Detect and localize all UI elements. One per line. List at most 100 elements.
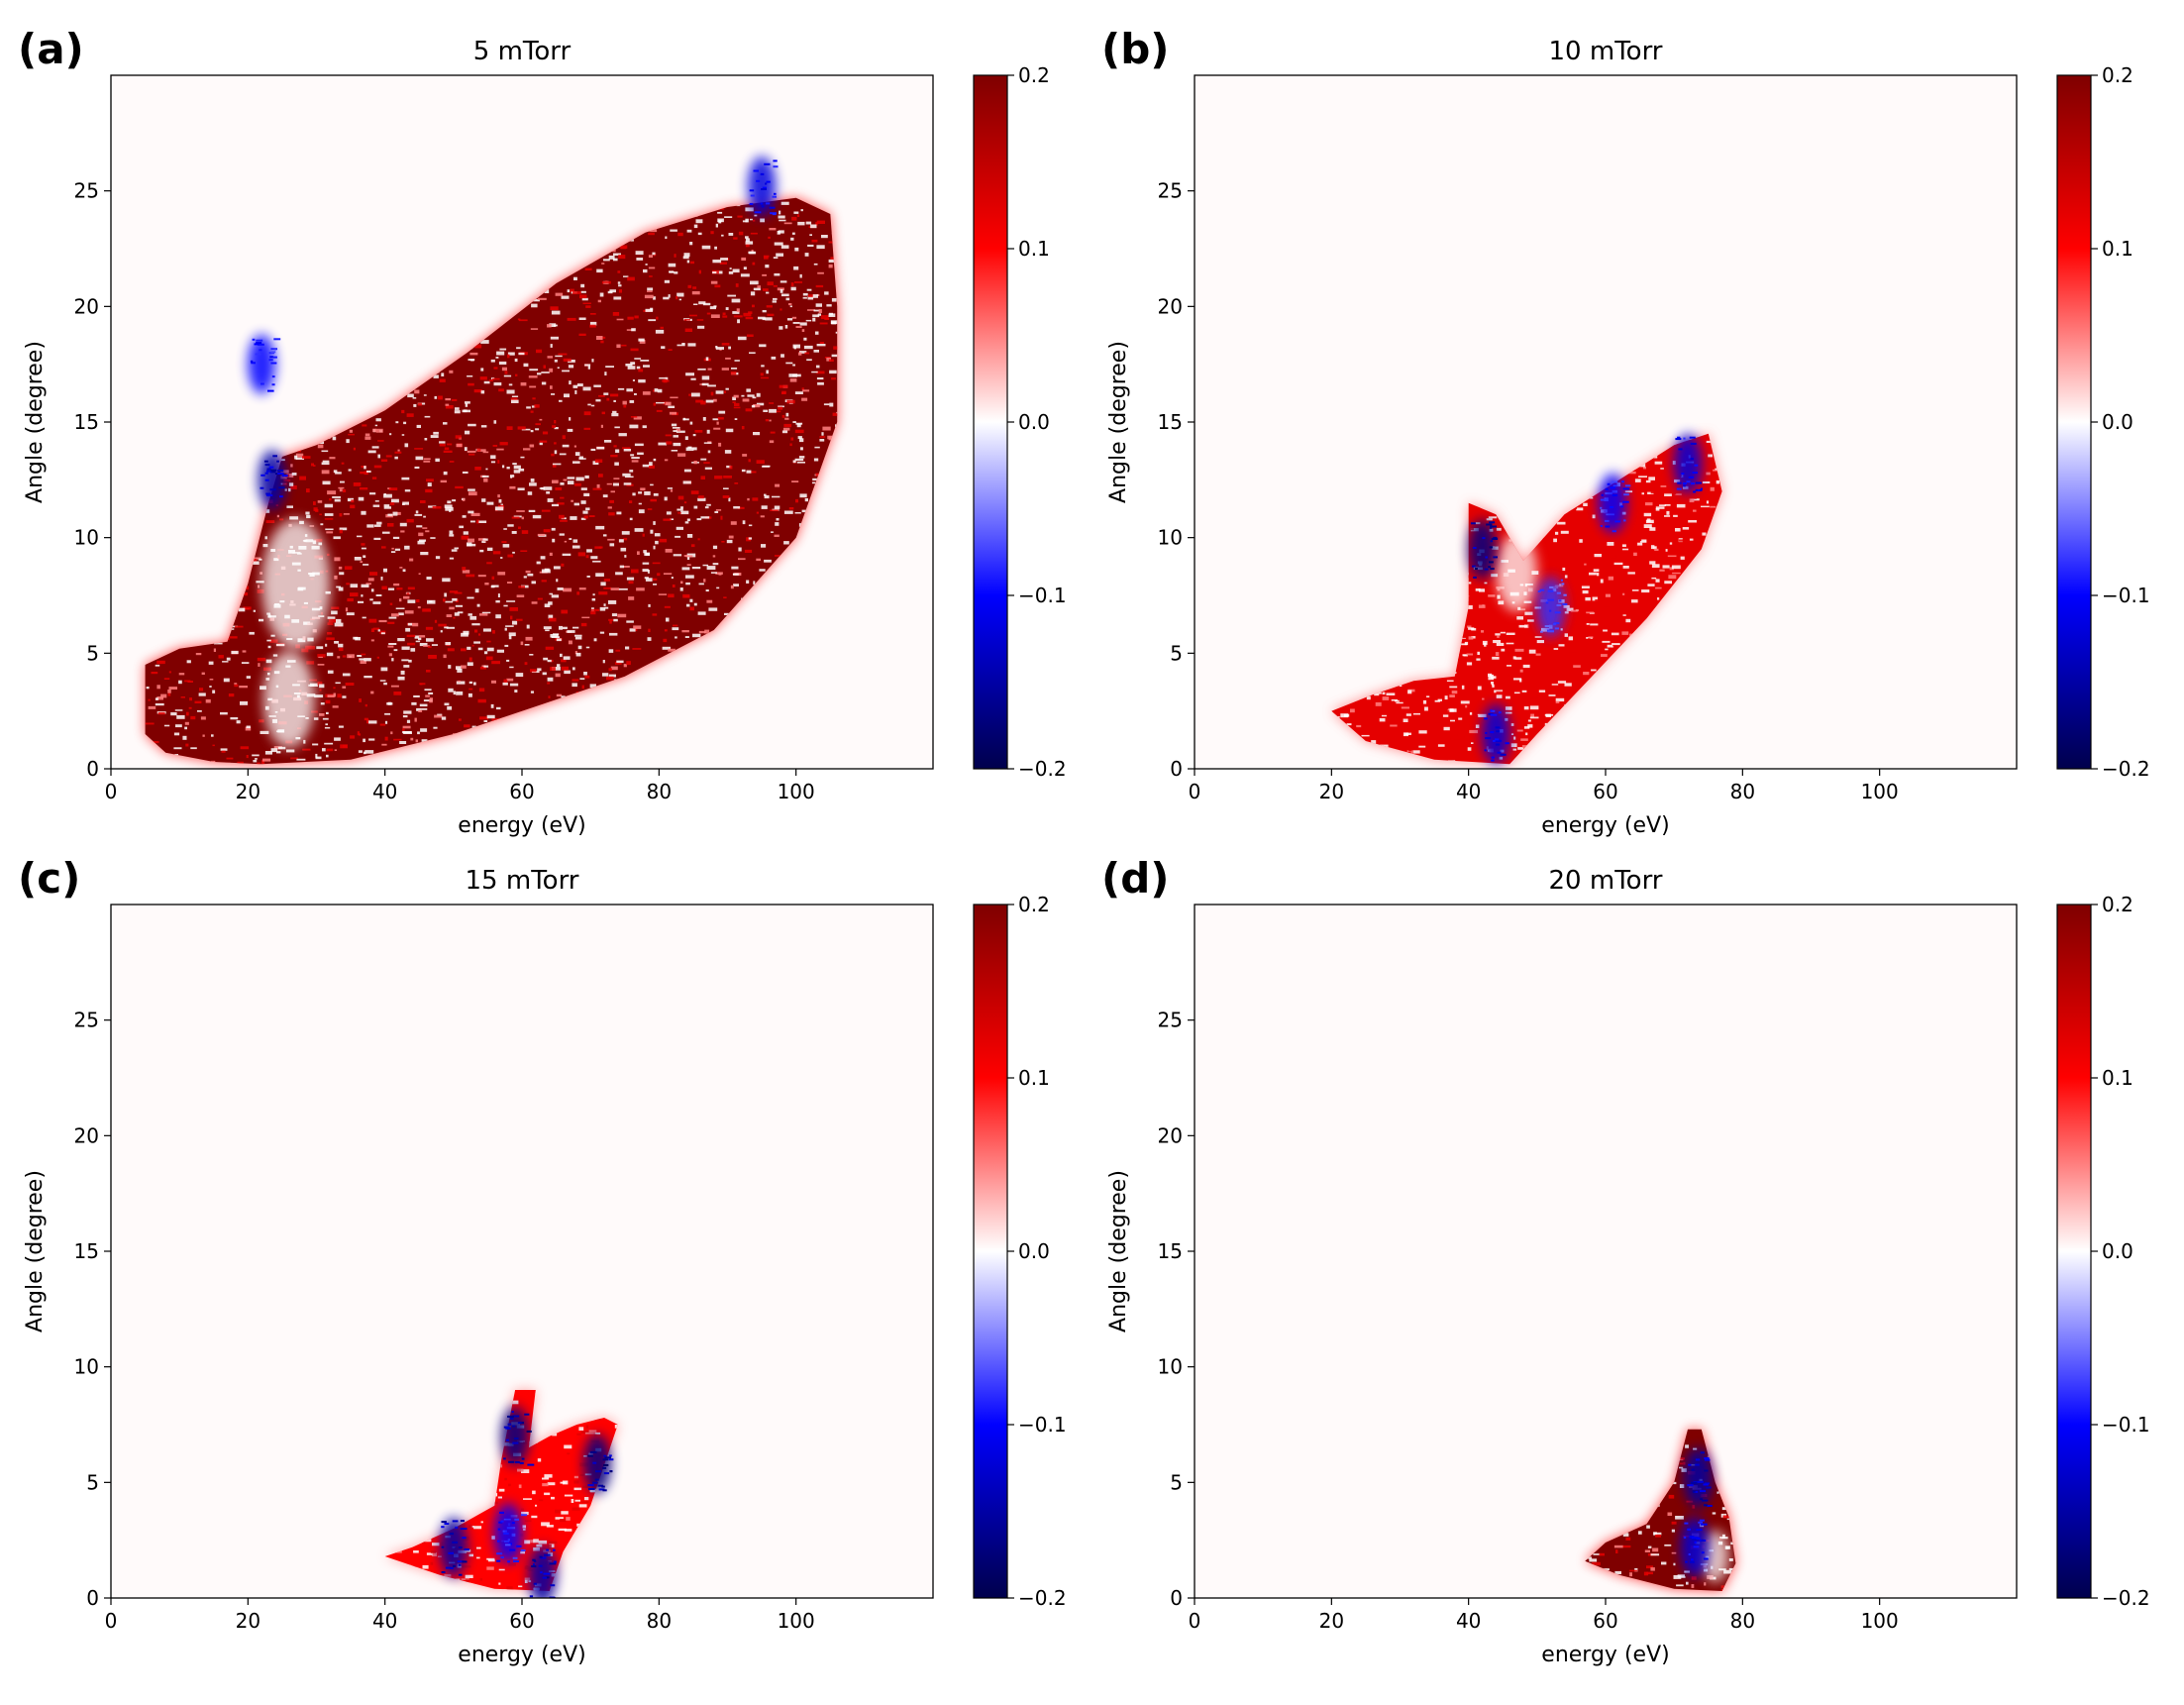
plot-area (1195, 75, 2017, 769)
texture-speck (1513, 692, 1520, 694)
texture-speck (813, 458, 819, 462)
texture-speck (537, 533, 546, 536)
texture-speck (628, 596, 635, 600)
texture-speck (669, 411, 677, 415)
texture-speck (1478, 701, 1482, 704)
blue-speck (268, 359, 273, 362)
texture-speck (555, 487, 563, 490)
texture-speck (801, 397, 808, 401)
texture-speck (728, 497, 731, 502)
texture-speck (1513, 736, 1516, 740)
texture-speck (660, 326, 664, 329)
texture-speck (499, 348, 507, 351)
texture-speck (1479, 600, 1488, 603)
texture-speck (765, 317, 773, 321)
blue-speck (753, 169, 759, 172)
y-tick-label: 5 (1170, 641, 1183, 665)
texture-speck (1585, 596, 1591, 601)
texture-speck (409, 558, 414, 562)
texture-speck (363, 564, 369, 566)
texture-speck (732, 268, 740, 273)
texture-speck (222, 661, 229, 663)
texture-speck (690, 261, 694, 265)
texture-speck (209, 679, 214, 681)
texture-speck (765, 265, 770, 268)
texture-speck (627, 366, 636, 370)
texture-speck (602, 494, 608, 498)
texture-speck (547, 356, 553, 359)
texture-speck (542, 672, 547, 676)
texture-speck (737, 336, 747, 341)
texture-speck (503, 374, 512, 377)
texture-speck (531, 601, 538, 604)
texture-speck (767, 313, 775, 316)
texture-speck (1482, 604, 1485, 607)
texture-speck (694, 430, 703, 433)
blue-speck (1677, 481, 1682, 484)
blue-speck (773, 165, 779, 168)
texture-speck (732, 396, 736, 400)
texture-speck (446, 626, 455, 629)
texture-speck (402, 715, 408, 718)
texture-speck (322, 748, 326, 752)
texture-speck (626, 620, 634, 623)
blue-speck (1621, 480, 1624, 483)
texture-speck (303, 739, 306, 744)
texture-speck (401, 434, 405, 436)
texture-speck (506, 678, 514, 682)
blue-speck (761, 205, 765, 208)
texture-speck (549, 592, 553, 595)
texture-speck (1451, 691, 1458, 694)
texture-speck (530, 691, 534, 693)
texture-speck (491, 576, 495, 580)
texture-speck (201, 672, 205, 675)
texture-speck (753, 432, 761, 436)
texture-speck (556, 579, 559, 583)
texture-speck (214, 642, 223, 645)
texture-speck (741, 426, 745, 430)
texture-speck (295, 453, 304, 458)
texture-speck (789, 443, 792, 447)
texture-speck (1603, 539, 1610, 542)
texture-speck (467, 662, 473, 667)
texture-speck (410, 737, 414, 741)
texture-speck (1401, 706, 1409, 709)
texture-speck (431, 1552, 437, 1556)
texture-speck (665, 401, 672, 406)
texture-speck (615, 449, 620, 453)
texture-speck (593, 638, 597, 642)
blue-speck (1493, 536, 1498, 539)
colorbar-tick-label: 0.2 (2102, 63, 2133, 87)
texture-speck (385, 455, 392, 458)
texture-speck (1605, 593, 1611, 597)
texture-speck (339, 488, 343, 492)
texture-speck (461, 665, 467, 669)
texture-speck (723, 487, 729, 489)
texture-speck (228, 693, 235, 697)
texture-speck (648, 255, 653, 258)
texture-speck (623, 664, 627, 668)
texture-speck (1673, 487, 1680, 490)
texture-speck (585, 305, 591, 308)
texture-speck (372, 627, 379, 630)
texture-speck (1512, 656, 1516, 660)
texture-speck (664, 605, 671, 608)
texture-speck (551, 310, 561, 315)
texture-speck (462, 570, 470, 574)
texture-speck (457, 669, 463, 673)
texture-speck (552, 538, 556, 543)
texture-speck (603, 603, 606, 606)
texture-speck (445, 642, 451, 646)
texture-speck (629, 517, 633, 521)
texture-speck (791, 216, 797, 221)
texture-speck (365, 583, 371, 586)
texture-speck (348, 433, 355, 436)
texture-speck (338, 566, 343, 570)
texture-speck (328, 618, 337, 623)
texture-speck (187, 681, 193, 683)
texture-speck (267, 645, 271, 649)
texture-speck (734, 482, 739, 484)
texture-speck (502, 544, 510, 548)
texture-speck (1507, 665, 1511, 667)
texture-speck (567, 1452, 571, 1455)
